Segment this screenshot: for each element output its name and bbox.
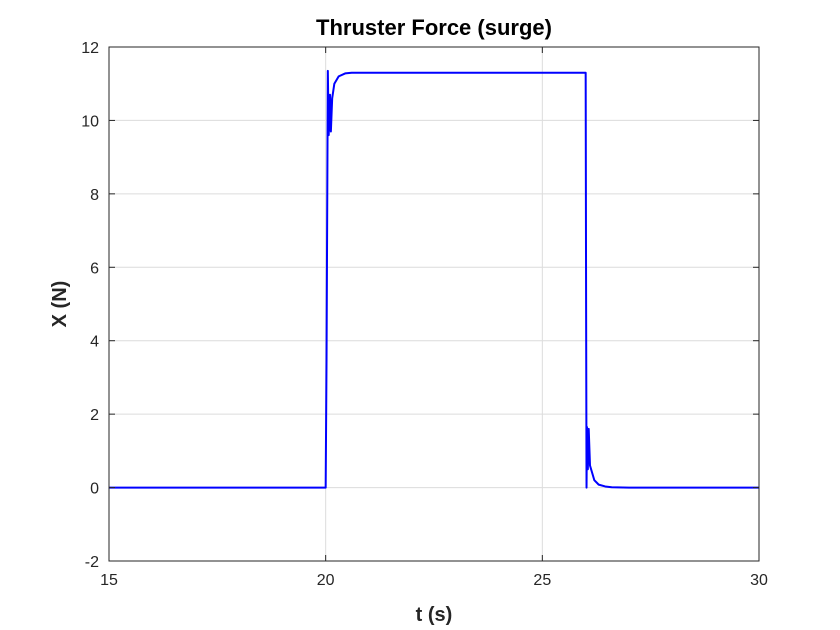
x-tick-label: 20 xyxy=(317,572,335,589)
x-tick-label: 30 xyxy=(750,572,768,589)
y-tick-label: 8 xyxy=(90,187,99,204)
plot-area xyxy=(109,69,759,489)
chart-title: Thruster Force (surge) xyxy=(316,15,552,40)
y-tick-label: 12 xyxy=(81,40,99,57)
y-axis-label: X (N) xyxy=(49,281,71,328)
y-tick-label: 0 xyxy=(90,481,99,498)
axes-box xyxy=(108,46,760,562)
series-line-0 xyxy=(109,69,759,489)
x-tick-label: 25 xyxy=(533,572,551,589)
x-axis-label: t (s) xyxy=(416,604,453,626)
y-tick-label: 10 xyxy=(81,113,99,130)
y-tick-label: 6 xyxy=(90,260,99,277)
y-tick-label: 4 xyxy=(90,334,99,351)
y-tick-label: -2 xyxy=(85,554,99,571)
y-tick-label: 2 xyxy=(90,407,99,424)
x-tick-label: 15 xyxy=(100,572,118,589)
ticks: 15 20 25 30 -2 0 2 4 6 8 10 12 xyxy=(81,40,768,589)
